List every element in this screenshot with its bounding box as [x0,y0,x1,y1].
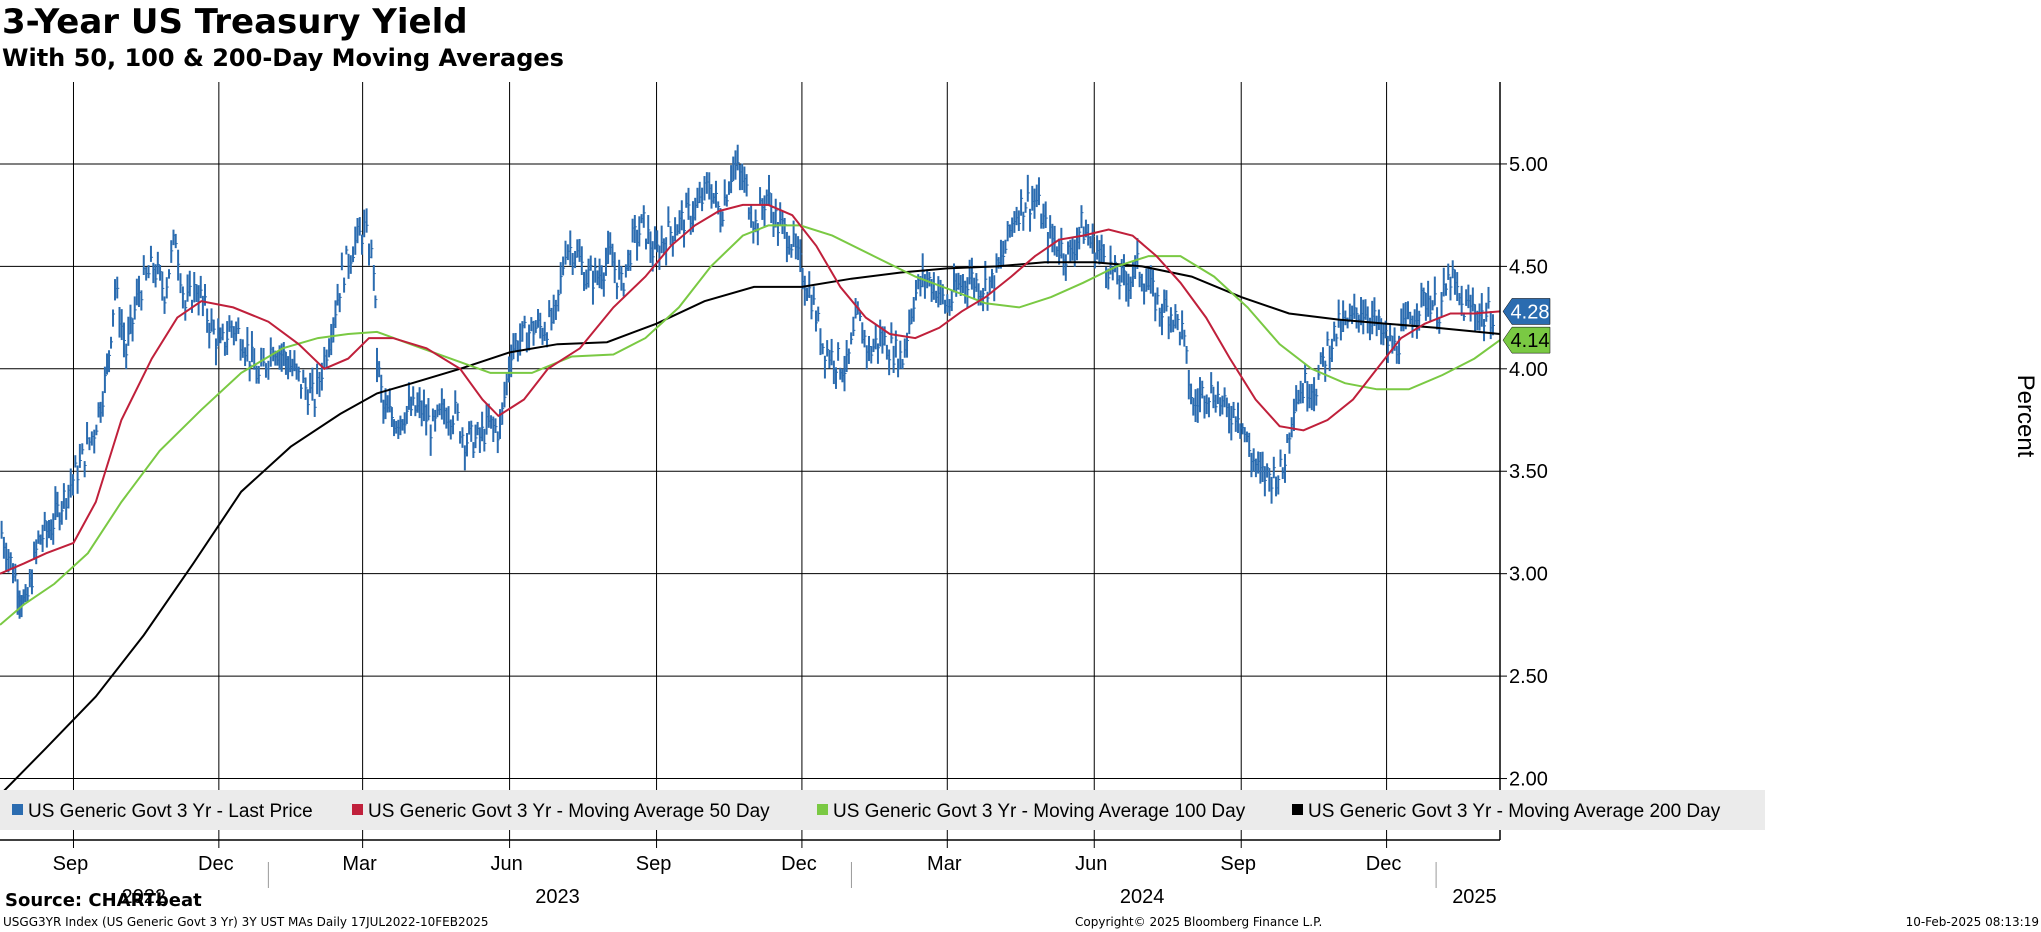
legend-label: US Generic Govt 3 Yr - Moving Average 20… [1308,801,1721,822]
x-tick-label: Jun [1075,853,1107,875]
x-tick-label: Dec [198,853,234,875]
ma100-line [0,224,1501,626]
y-axis-title: Percent [2012,375,2039,458]
axis-layer: 2.00 2.50 3.00 3.50 4.00 4.50 5.00 Sep Dec Mar Jun… [0,82,2039,908]
legend-label: US Generic Govt 3 Yr - Last Price [28,801,313,822]
x-tick-label: Jun [490,853,522,875]
legend-label: US Generic Govt 3 Yr - Moving Average 50… [368,801,770,822]
last-value-tag-bg [1502,326,1551,354]
x-tick-label: Mar [927,853,962,875]
x-tick-label: Sep [636,853,672,875]
x-tick-label: Sep [1220,853,1256,875]
year-label: 2022 [122,886,167,908]
last-value-tag: 4.14 [1502,326,1551,354]
legend-layer: US Generic Govt 3 Yr - Last Price US Gene… [0,790,1765,830]
y-tick-label: 4.00 [1509,359,1548,381]
y-tick-label: 2.00 [1509,769,1548,791]
legend-label: US Generic Govt 3 Yr - Moving Average 10… [833,801,1246,822]
last-value-tag: 4.28 [1502,298,1551,325]
y-tick-label: 2.50 [1509,666,1548,688]
footer-index-description: USGG3YR Index (US Generic Govt 3 Yr) 3Y … [3,915,489,929]
legend-swatch [817,804,828,815]
y-tick-label: 4.50 [1509,256,1548,278]
x-tick-label: Mar [342,853,377,875]
year-label: 2024 [1120,886,1165,908]
x-tick-label: Dec [1366,853,1402,875]
legend-swatch [12,804,23,815]
legend-swatch [352,804,363,815]
chart-title: 3-Year US Treasury Yield [2,2,468,42]
source-note: Source: CHARTbeat [5,890,202,911]
x-tick-label: Sep [53,853,89,875]
y-tick-label: 5.00 [1509,154,1548,176]
year-label: 2025 [1452,886,1497,908]
last-value-tag-label: 4.28 [1511,301,1550,323]
legend-box [0,790,1765,830]
grid-layer [0,82,1500,840]
chart-subtitle: With 50, 100 & 200-Day Moving Averages [2,44,564,72]
price-series-group [0,144,1495,619]
footer-copyright: Copyright© 2025 Bloomberg Finance L.P. [1075,915,1323,929]
year-label: 2023 [535,886,580,908]
x-tick-label: Dec [781,853,817,875]
ma50-line [0,203,1501,575]
y-tick-label: 3.50 [1509,461,1548,483]
last-value-tag-label: 4.14 [1511,330,1550,352]
series-layer [0,144,1501,796]
last-value-tag-bg [1502,298,1551,325]
y-tick-label: 3.00 [1509,564,1548,586]
legend-swatch [1292,804,1303,815]
footer-timestamp: 10-Feb-2025 08:13:19 [1905,915,2039,929]
